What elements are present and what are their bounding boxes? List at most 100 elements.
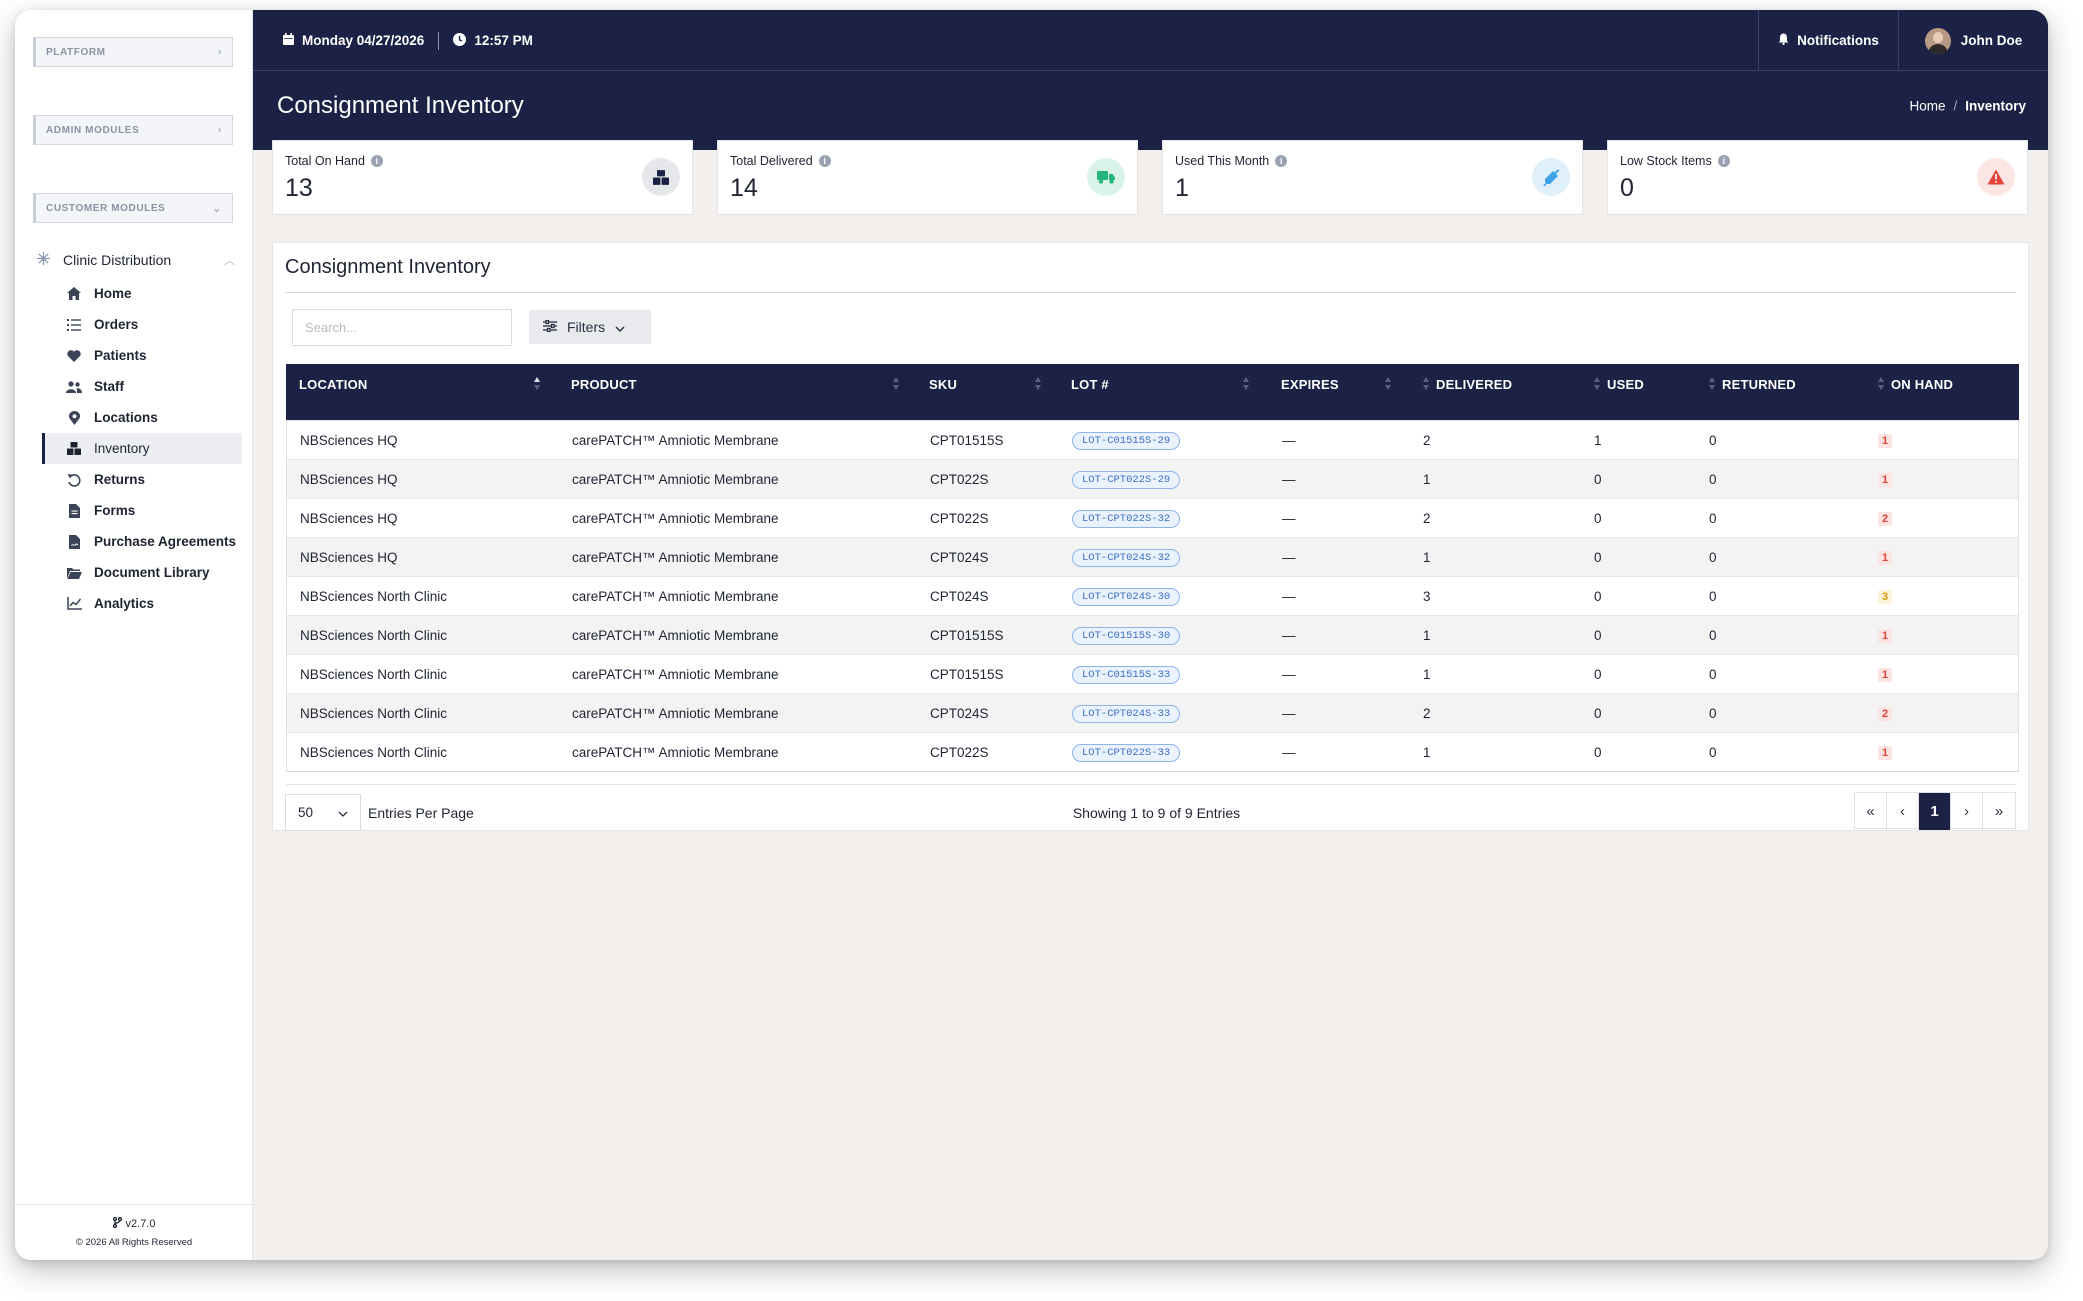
warning-icon [1977, 158, 2015, 196]
cell-used: 0 [1594, 499, 1602, 538]
cell-used-text: 0 [1594, 706, 1602, 721]
sidebar-item-analytics[interactable]: Analytics [42, 588, 242, 619]
column-header-sku[interactable]: SKU [929, 376, 958, 392]
column-header-on-hand[interactable]: ON HAND [1891, 376, 1954, 392]
sidebar-item-document-library[interactable]: Document Library [42, 557, 242, 588]
sort-icon[interactable] [1708, 376, 1716, 392]
module-customer-button[interactable]: CUSTOMER MODULES ⌄ [33, 193, 233, 223]
previous-page-button[interactable]: ‹ [1887, 793, 1919, 830]
column-header-product[interactable]: PRODUCT [571, 376, 637, 392]
sidebar-item-orders[interactable]: Orders [42, 309, 242, 340]
line-chart-icon [66, 597, 82, 610]
table-row[interactable]: NBSciences HQ carePATCH™ Amniotic Membran… [287, 498, 2018, 537]
on-hand-badge: 1 [1878, 745, 1893, 760]
sort-icon[interactable] [1242, 376, 1250, 392]
table-row[interactable]: NBSciences North Clinic carePATCH™ Amniot… [287, 615, 2018, 654]
cell-returned: 0 [1709, 655, 1717, 694]
copyright: © 2026 All Rights Reserved [75, 1237, 193, 1248]
cell-sku-text: CPT024S [930, 706, 989, 721]
sort-icon[interactable] [1034, 376, 1042, 392]
table-row[interactable]: NBSciences HQ carePATCH™ Amniotic Membran… [287, 420, 2018, 459]
cell-sku: CPT022S [930, 733, 989, 772]
sidebar-item-home[interactable]: Home [42, 278, 242, 309]
list-icon [66, 318, 82, 331]
on-hand-badge: 1 [1878, 550, 1893, 565]
cell-product: carePATCH™ Amniotic Membrane [572, 694, 779, 733]
cell-on-hand: 1 [1878, 616, 1893, 655]
column-header-expires[interactable]: EXPIRES [1281, 376, 1339, 392]
sidebar-group-clinic-distribution[interactable]: Clinic Distribution ︿ [35, 250, 245, 270]
cell-lot: LOT-CPT022S-32 [1072, 499, 1181, 538]
sidebar-item-forms[interactable]: Forms [42, 495, 242, 526]
cell-returned-text: 0 [1709, 433, 1717, 448]
calendar-icon [283, 33, 302, 48]
cell-lot: LOT-CPT024S-30 [1072, 577, 1181, 616]
cell-sku-text: CPT024S [930, 589, 989, 604]
cell-returned-text: 0 [1709, 472, 1717, 487]
notifications-button[interactable]: Notifications [1758, 10, 1898, 71]
info-icon[interactable]: i [1717, 155, 1730, 167]
info-icon[interactable]: i [818, 155, 831, 167]
cell-used-text: 0 [1594, 550, 1602, 565]
table-row[interactable]: NBSciences North Clinic carePATCH™ Amniot… [287, 576, 2018, 615]
sort-icon[interactable] [1877, 376, 1885, 392]
cell-product-text: carePATCH™ Amniotic Membrane [572, 433, 779, 448]
column-header-location[interactable]: LOCATION [299, 376, 368, 392]
module-admin-button[interactable]: ADMIN MODULES › [33, 115, 233, 145]
sort-icon[interactable] [1422, 376, 1430, 392]
stat-card-total-delivered: Total Delivered i 14 [717, 140, 1138, 215]
cell-on-hand: 3 [1878, 577, 1893, 616]
stat-value: 1 [1175, 174, 1189, 202]
sidebar-item-patients[interactable]: Patients [42, 340, 242, 371]
table-row[interactable]: NBSciences North Clinic carePATCH™ Amniot… [287, 654, 2018, 693]
lot-badge: LOT-CPT022S-32 [1072, 509, 1181, 528]
last-page-button[interactable]: » [1994, 803, 2004, 820]
sidebar-item-inventory[interactable]: Inventory [42, 433, 242, 464]
first-page-button[interactable]: « [1855, 793, 1887, 830]
map-pin-icon [66, 410, 82, 425]
module-platform-button[interactable]: PLATFORM › [33, 37, 233, 67]
table-row[interactable]: NBSciences HQ carePATCH™ Amniotic Membran… [287, 459, 2018, 498]
page-button[interactable]: 1 [1919, 793, 1951, 830]
column-header-returned[interactable]: RETURNED [1722, 376, 1796, 392]
sidebar-item-label: Staff [94, 379, 124, 394]
user-menu[interactable]: John Doe [1898, 10, 2048, 71]
cell-expires: — [1282, 694, 1296, 733]
sort-icon[interactable] [892, 376, 900, 392]
table-row[interactable]: NBSciences HQ carePATCH™ Amniotic Membran… [287, 537, 2018, 576]
sort-icon[interactable] [1593, 376, 1601, 392]
boxes-icon [642, 158, 680, 196]
breadcrumb-home[interactable]: Home [1909, 98, 1946, 114]
sort-icon[interactable] [1384, 376, 1392, 392]
cell-lot: LOT-CPT024S-33 [1072, 694, 1181, 733]
contract-icon [66, 534, 82, 549]
cell-sku-text: CPT022S [930, 472, 989, 487]
cell-product: carePATCH™ Amniotic Membrane [572, 460, 779, 499]
search-input[interactable] [292, 309, 512, 346]
column-header-delivered[interactable]: DELIVERED [1436, 376, 1513, 392]
sidebar-item-returns[interactable]: Returns [42, 464, 242, 495]
top-bar: Monday 04/27/2026 12:57 PM Notifications… [253, 10, 2048, 71]
cell-product-text: carePATCH™ Amniotic Membrane [572, 472, 779, 487]
entries-per-page-select[interactable]: 50 [285, 794, 361, 831]
sort-icon[interactable] [533, 376, 541, 392]
on-hand-badge: 1 [1878, 667, 1893, 682]
table-row[interactable]: NBSciences North Clinic carePATCH™ Amniot… [287, 732, 2018, 771]
filters-button[interactable]: Filters [529, 310, 651, 344]
column-header-used[interactable]: USED [1607, 376, 1644, 392]
next-page-button[interactable]: › [1951, 793, 1983, 830]
cell-returned-text: 0 [1709, 511, 1717, 526]
page-title: Consignment Inventory [277, 92, 524, 119]
stat-label: Total On Hand [285, 154, 365, 168]
info-icon[interactable]: i [1275, 155, 1288, 167]
divider [438, 31, 440, 50]
sidebar-item-purchase-agreements[interactable]: Purchase Agreements [42, 526, 242, 557]
column-header-lot[interactable]: LOT # [1071, 376, 1109, 392]
sidebar-footer: v2.7.0 © 2026 All Rights Reserved [15, 1204, 253, 1260]
page-header: Consignment Inventory Home / Inventory [253, 71, 2048, 150]
info-icon[interactable]: i [370, 155, 383, 167]
table-row[interactable]: NBSciences North Clinic carePATCH™ Amniot… [287, 693, 2018, 732]
sidebar-item-locations[interactable]: Locations [42, 402, 242, 433]
sidebar-item-staff[interactable]: Staff [42, 371, 242, 402]
lot-badge: LOT-CPT024S-30 [1072, 587, 1181, 606]
